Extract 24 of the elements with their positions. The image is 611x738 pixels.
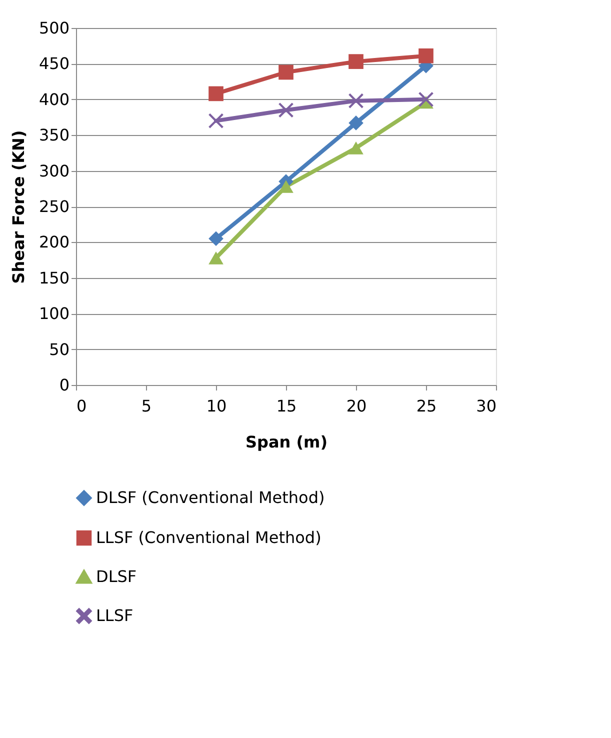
x-tick-label: 15	[276, 396, 297, 416]
x-tick-label: 25	[416, 396, 437, 416]
x-tick-label: 20	[346, 396, 367, 416]
x-tick-label: 5	[141, 396, 152, 416]
y-tick-label: 250	[38, 197, 70, 216]
x-tick-label: 30	[476, 396, 496, 416]
x-tick-label: 0	[76, 396, 87, 416]
legend-label: DLSF (Conventional Method)	[96, 488, 325, 507]
x-tick-label: 10	[206, 396, 227, 416]
y-tick-label: 300	[38, 161, 70, 180]
x-axis-title: Span (m)	[245, 432, 328, 452]
y-tick-label: 450	[38, 54, 70, 74]
legend-label: LLSF	[96, 606, 134, 625]
y-tick-label: 350	[38, 126, 70, 145]
legend-label: DLSF	[96, 567, 137, 586]
y-tick-label: 200	[38, 232, 70, 252]
y-tick-label: 0	[59, 376, 70, 394]
y-tick-label: 150	[38, 268, 70, 288]
y-tick-label: 500	[38, 18, 70, 38]
y-tick-label: 50	[49, 340, 70, 359]
y-tick-label: 400	[38, 90, 70, 109]
legend-label: LLSF (Conventional Method)	[96, 528, 322, 547]
y-axis-title: Shear Force (KN)	[8, 130, 28, 284]
y-tick-label: 100	[38, 304, 70, 324]
